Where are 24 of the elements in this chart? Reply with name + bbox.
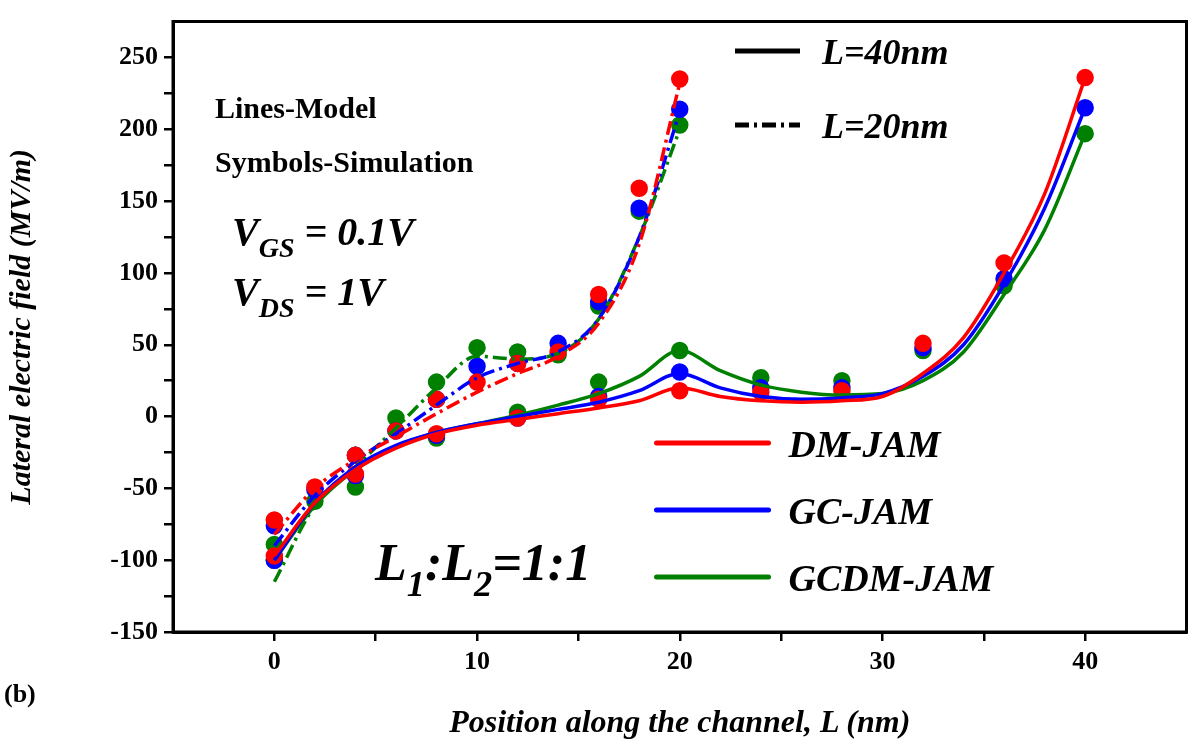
- annotation: Symbols-Simulation: [215, 145, 474, 178]
- y-tick-label: -150: [110, 615, 158, 645]
- y-tick-label: 0: [145, 400, 158, 430]
- y-tick-label: 250: [119, 41, 158, 71]
- y-tick-label: 50: [132, 328, 158, 358]
- x-tick-label: 10: [464, 646, 491, 676]
- x-axis-title: Position along the channel, L (nm): [448, 703, 911, 740]
- x-tick-label: 40: [1072, 646, 1099, 676]
- x-tick-label: 20: [666, 646, 693, 676]
- y-tick-label: 200: [119, 113, 158, 143]
- annotation: L=40nm: [821, 32, 949, 72]
- y-tick-label: -100: [110, 543, 158, 573]
- y-axis-title: Lateral electric field (MV/m): [2, 148, 37, 506]
- legend-label: GC-JAM: [788, 490, 934, 532]
- y-tick-label: 100: [119, 256, 158, 286]
- annotation: L=20nm: [821, 106, 949, 146]
- annotation: Lines-Model: [215, 91, 377, 124]
- x-tick-label: 30: [869, 646, 896, 676]
- y-tick-label: 150: [119, 184, 158, 214]
- legend-label: GCDM-JAM: [788, 557, 995, 599]
- y-tick-label: -50: [123, 472, 158, 502]
- legend-label: DM-JAM: [787, 423, 942, 465]
- text: (b): [4, 679, 36, 708]
- x-tick-label: 0: [267, 646, 281, 676]
